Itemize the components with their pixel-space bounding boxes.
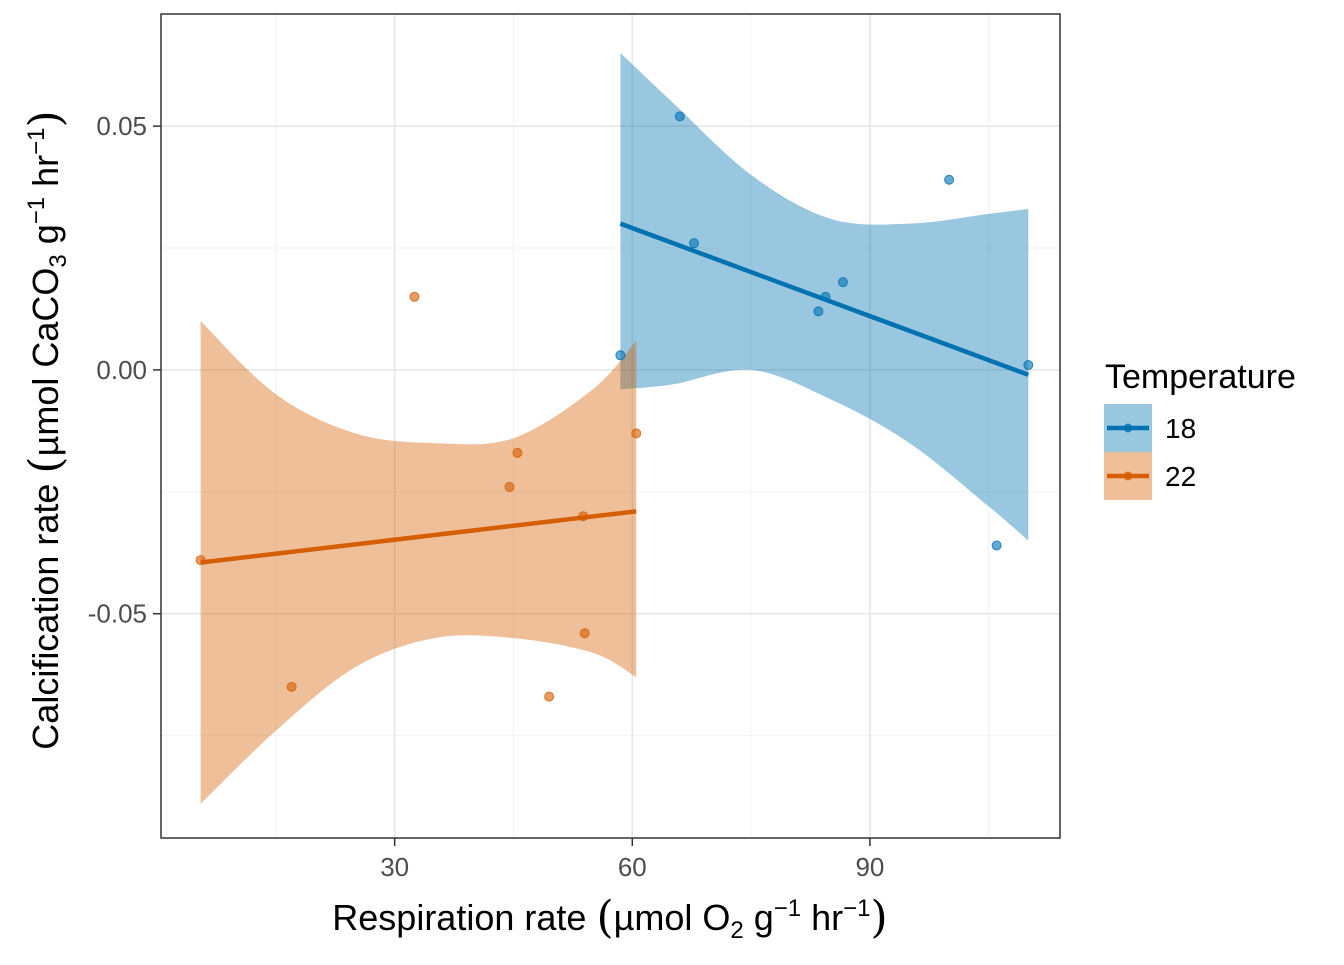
- legend-key-point: [1123, 471, 1133, 481]
- data-point-series-18: [689, 238, 700, 249]
- legend-item-22: 22: [1104, 452, 1196, 500]
- legend-key-point: [1123, 423, 1133, 433]
- data-point-series-22: [512, 447, 523, 458]
- data-point-series-22: [631, 428, 642, 439]
- x-tick-label: 30: [380, 852, 409, 882]
- data-point-series-18: [944, 174, 955, 185]
- legend-item-18: 18: [1104, 404, 1196, 452]
- data-point-series-22: [286, 681, 297, 692]
- data-point-series-22: [504, 481, 515, 492]
- data-point-series-22: [544, 691, 555, 702]
- y-axis-label: Calcification rate (µmol CaCO3 g−1 hr−1): [20, 110, 72, 749]
- y-tick-label: -0.05: [88, 599, 147, 629]
- x-axis-label: Respiration rate (µmol O2 g−1 hr−1): [332, 892, 887, 944]
- ribbon-series-22: [200, 321, 637, 804]
- data-point-series-18: [1023, 360, 1034, 371]
- grid-lines: [161, 14, 1060, 838]
- data-point-series-22: [578, 511, 589, 522]
- data-point-series-18: [991, 540, 1002, 551]
- x-tick-label: 90: [855, 852, 884, 882]
- legend-title: Temperature: [1105, 358, 1296, 396]
- plot-panel-border: [160, 13, 1061, 839]
- confidence-ribbons: [200, 53, 1029, 804]
- fit-line-series-22: [200, 509, 637, 565]
- data-point-series-22: [195, 555, 206, 566]
- x-tick-label: 60: [618, 852, 647, 882]
- data-point-series-18: [820, 291, 831, 302]
- y-tick-label: 0.05: [96, 111, 147, 141]
- data-point-series-18: [813, 306, 824, 317]
- data-point-series-18: [674, 111, 685, 122]
- data-point-series-18: [837, 277, 848, 288]
- legend-label: 22: [1165, 461, 1196, 492]
- data-point-series-22: [579, 628, 590, 639]
- data-point-series-22: [409, 291, 420, 302]
- data-point-series-18: [615, 350, 626, 361]
- legend-label: 18: [1165, 413, 1196, 444]
- data-points: [195, 111, 1034, 702]
- y-tick-label: 0.00: [96, 355, 147, 385]
- axis-ticks: 30 60 90 0.05 0.00 -0.05: [88, 111, 885, 882]
